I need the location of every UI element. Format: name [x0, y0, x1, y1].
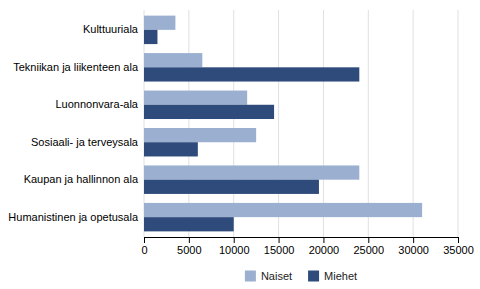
- tick-mark: [234, 237, 235, 243]
- grid-line: [458, 10, 459, 237]
- tick: Luonnonvara-ala: [55, 98, 138, 110]
- grid: [144, 10, 458, 237]
- tick: 5000: [177, 237, 201, 256]
- legend-item: Naiset: [245, 270, 292, 282]
- tick-label: Sosiaali- ja terveysala: [31, 136, 139, 148]
- bars: [144, 16, 422, 232]
- tick: 20000: [309, 237, 340, 256]
- bar: [144, 217, 234, 231]
- bar: [144, 128, 256, 142]
- tick-mark: [323, 237, 324, 243]
- bar: [144, 142, 198, 156]
- tick: Sosiaali- ja terveysala: [31, 136, 139, 148]
- tick-label: Kaupan ja hallinnon ala: [24, 173, 139, 185]
- tick-label: 30000: [398, 244, 429, 256]
- tick-mark: [458, 237, 459, 243]
- tick: 0: [141, 237, 147, 256]
- bar: [144, 53, 202, 67]
- tick-label: Tekniikan ja liikenteen ala: [13, 61, 139, 73]
- tick-label: Luonnonvara-ala: [55, 98, 138, 110]
- tick: 30000: [398, 237, 429, 256]
- tick: Kaupan ja hallinnon ala: [24, 173, 139, 185]
- tick-label: 10000: [219, 244, 250, 256]
- series: [144, 30, 359, 232]
- tick: 25000: [353, 237, 384, 256]
- legend-swatch: [245, 271, 256, 282]
- bar: [144, 105, 274, 119]
- y-axis: Humanistinen ja opetusala Kaupan ja halli…: [8, 23, 139, 222]
- bar: [144, 16, 175, 30]
- legend-label: Miehet: [324, 270, 357, 282]
- legend: Naiset Miehet: [245, 270, 357, 282]
- legend-label: Naiset: [261, 270, 292, 282]
- tick: Kulttuuriala: [83, 23, 139, 35]
- bar: [144, 203, 422, 217]
- tick-mark: [279, 237, 280, 243]
- tick-label: 20000: [309, 244, 340, 256]
- bar: [144, 180, 319, 194]
- chart: 0 5000 10000 15000 20000 25000 30000 35000 Human…: [0, 0, 480, 289]
- plot: 0 5000 10000 15000 20000 25000 30000 35000 Human…: [8, 10, 473, 256]
- tick-label: Kulttuuriala: [83, 23, 139, 35]
- bar: [144, 30, 157, 44]
- legend-item: Miehet: [308, 270, 357, 282]
- tick-label: Humanistinen ja opetusala: [8, 211, 139, 223]
- bar: [144, 91, 247, 105]
- tick: Humanistinen ja opetusala: [8, 211, 139, 223]
- tick: Tekniikan ja liikenteen ala: [13, 61, 139, 73]
- tick-mark: [368, 237, 369, 243]
- series: [144, 16, 422, 218]
- tick-label: 15000: [264, 244, 295, 256]
- tick-mark: [144, 237, 145, 243]
- tick-label: 5000: [177, 244, 201, 256]
- tick-label: 0: [141, 244, 147, 256]
- tick-label: 25000: [353, 244, 384, 256]
- tick-mark: [189, 237, 190, 243]
- tick-mark: [413, 237, 414, 243]
- legend-swatch: [308, 271, 319, 282]
- tick: 15000: [264, 237, 295, 256]
- bar: [144, 165, 359, 179]
- x-axis: 0 5000 10000 15000 20000 25000 30000 35000: [141, 237, 473, 256]
- axis-line: [145, 238, 459, 244]
- bar: [144, 67, 359, 81]
- tick: 10000: [219, 237, 250, 256]
- tick-label: 35000: [443, 244, 474, 256]
- tick: 35000: [443, 237, 474, 256]
